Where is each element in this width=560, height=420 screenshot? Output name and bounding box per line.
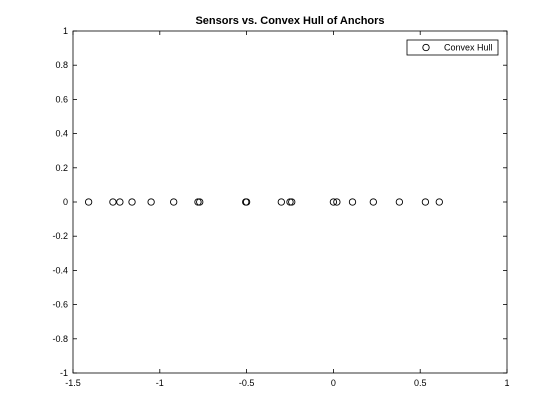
x-axis-ticks: -1.5 -1 -0.5 0 0.5 1 bbox=[65, 31, 510, 388]
y-tick-label: -0.4 bbox=[52, 265, 68, 275]
data-point bbox=[288, 198, 296, 206]
y-tick-label: -0.6 bbox=[52, 300, 68, 310]
x-tick-label: -1.5 bbox=[65, 378, 81, 388]
data-point bbox=[435, 198, 443, 206]
legend-label: Convex Hull bbox=[444, 43, 493, 53]
data-point bbox=[277, 198, 285, 206]
data-point bbox=[395, 198, 404, 206]
x-tick-label: 1 bbox=[504, 378, 509, 388]
legend-box bbox=[406, 39, 499, 56]
x-tick-label: 0.5 bbox=[414, 378, 427, 388]
data-point bbox=[421, 198, 430, 206]
y-axis-ticks: -1 -0.8 -0.6 -0.4 -0.2 0 0.2 0.4 0.6 0.8 1 bbox=[52, 26, 507, 378]
data-point bbox=[147, 198, 155, 206]
data-point bbox=[116, 198, 124, 206]
data-point bbox=[128, 198, 136, 206]
data-point bbox=[242, 198, 251, 206]
chart-title: Sensors vs. Convex Hull of Anchors bbox=[195, 15, 384, 27]
data-point bbox=[333, 198, 341, 206]
data-point bbox=[170, 198, 178, 206]
data-point bbox=[348, 198, 357, 206]
data-point bbox=[84, 198, 93, 206]
data-point bbox=[329, 198, 338, 206]
legend: Convex Hull bbox=[406, 39, 499, 56]
y-tick-label: 0.4 bbox=[55, 129, 68, 139]
data-point bbox=[369, 198, 377, 206]
data-points bbox=[84, 198, 443, 206]
data-point bbox=[196, 198, 204, 206]
y-tick-label: -0.2 bbox=[52, 231, 68, 241]
y-tick-label: 0.6 bbox=[55, 94, 68, 104]
y-tick-label: 0.2 bbox=[55, 163, 68, 173]
x-tick-label: 0 bbox=[331, 378, 336, 388]
y-tick-label: -0.8 bbox=[52, 334, 68, 344]
y-tick-label: -1 bbox=[60, 368, 68, 378]
x-tick-label: -1 bbox=[156, 378, 164, 388]
y-tick-label: 0 bbox=[63, 197, 68, 207]
plot-frame bbox=[72, 30, 508, 374]
data-point bbox=[109, 198, 117, 206]
x-tick-label: -0.5 bbox=[239, 378, 255, 388]
y-tick-label: 0.8 bbox=[55, 60, 68, 70]
legend-marker bbox=[422, 43, 430, 52]
y-tick-label: 1 bbox=[63, 26, 68, 36]
